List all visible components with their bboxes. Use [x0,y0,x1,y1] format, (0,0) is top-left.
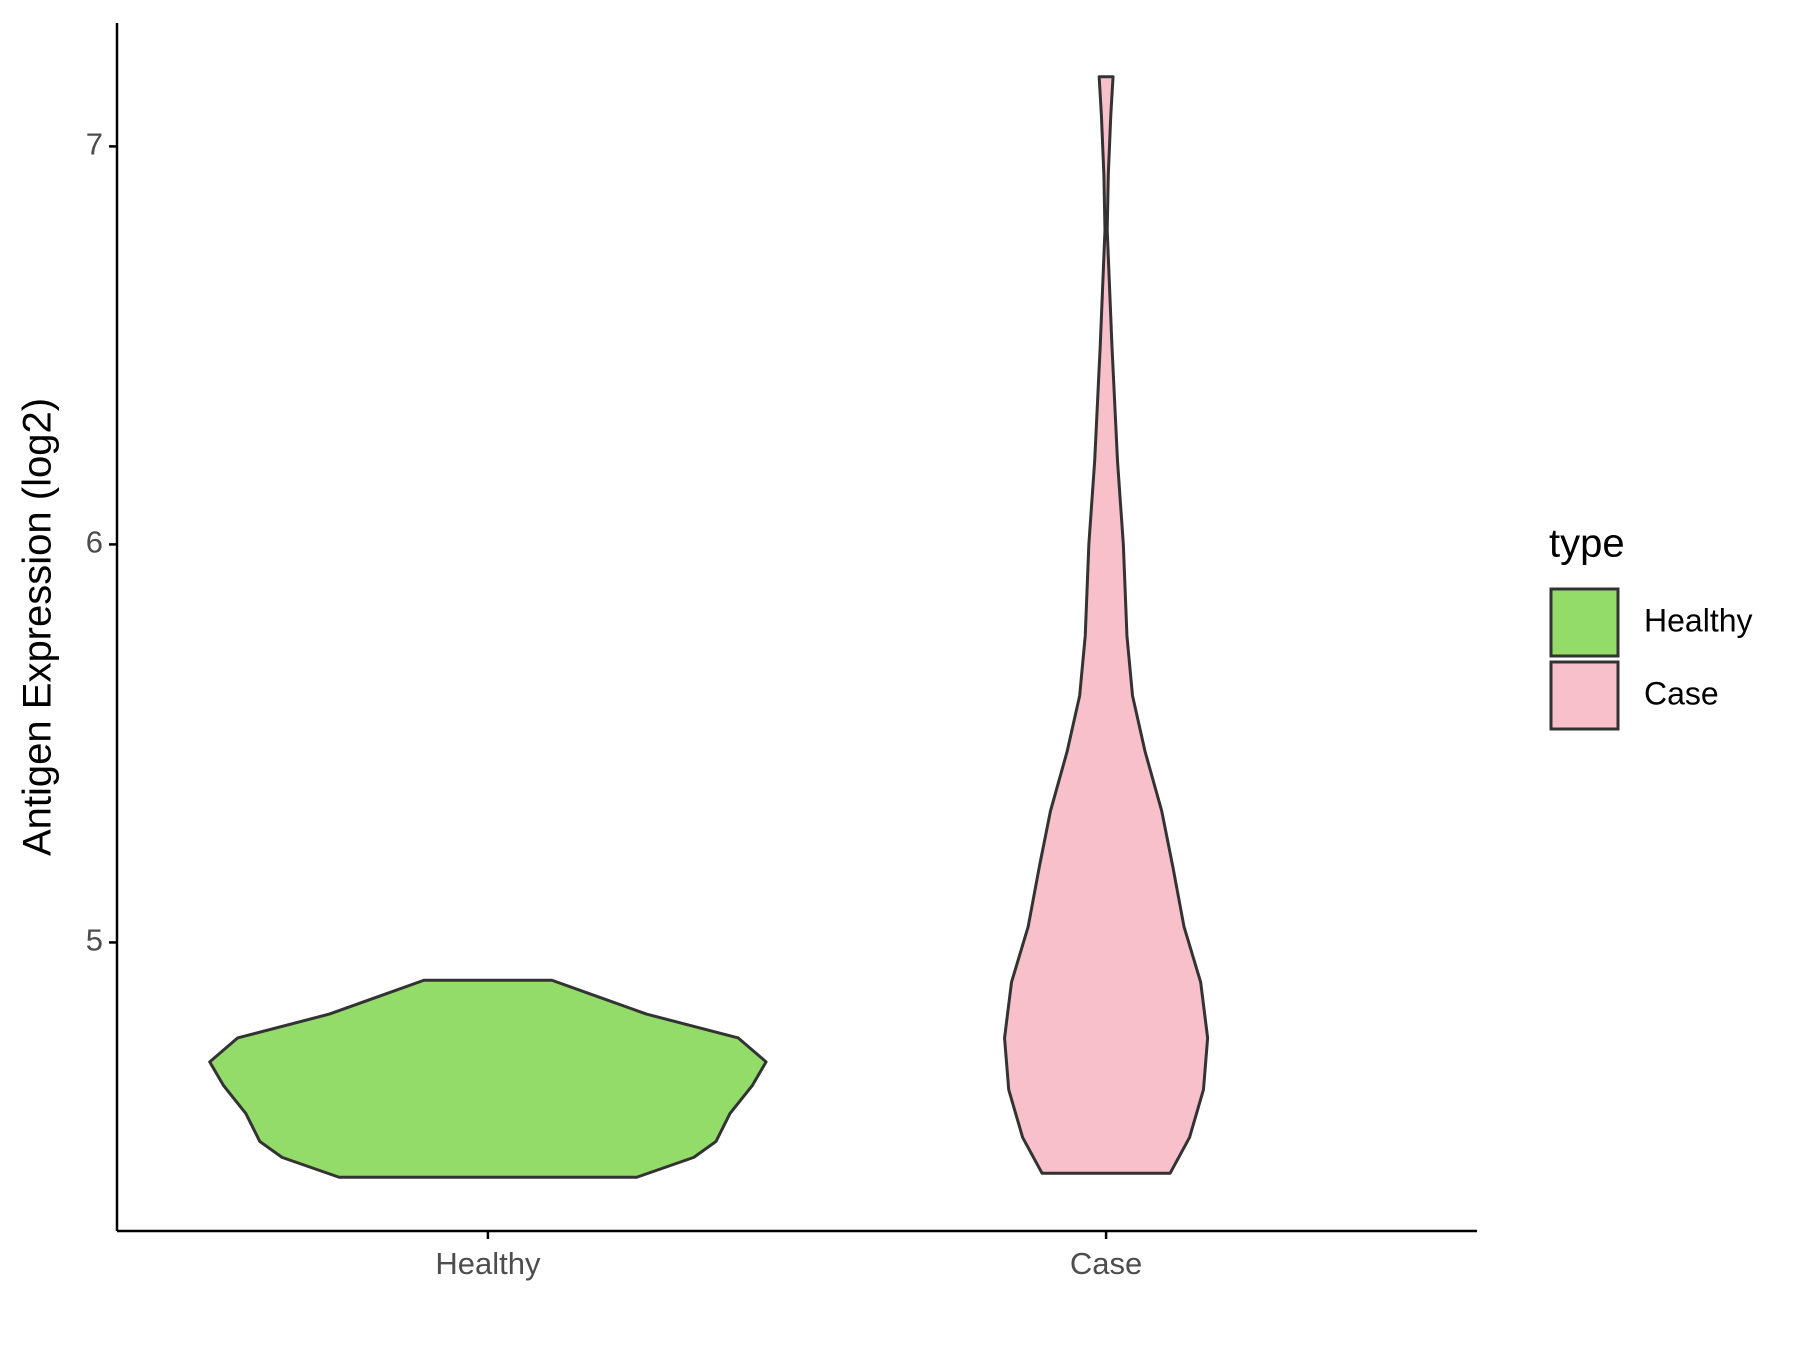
x-tick-label: Case [1070,1246,1142,1281]
violin [1003,75,1210,1175]
legend-key [1549,587,1620,658]
y-tick-label: 6 [86,525,103,560]
y-tick-label: 7 [86,127,103,162]
legend-label: Case [1644,675,1719,711]
y-axis-title: Antigen Expression (log2) [16,398,60,856]
y-tick-label: 5 [86,923,103,958]
legend-label: Healthy [1644,602,1753,638]
legend-key [1549,660,1620,731]
x-tick-label: Healthy [435,1246,541,1281]
legend-title: type [1549,522,1625,566]
violin [208,978,768,1179]
